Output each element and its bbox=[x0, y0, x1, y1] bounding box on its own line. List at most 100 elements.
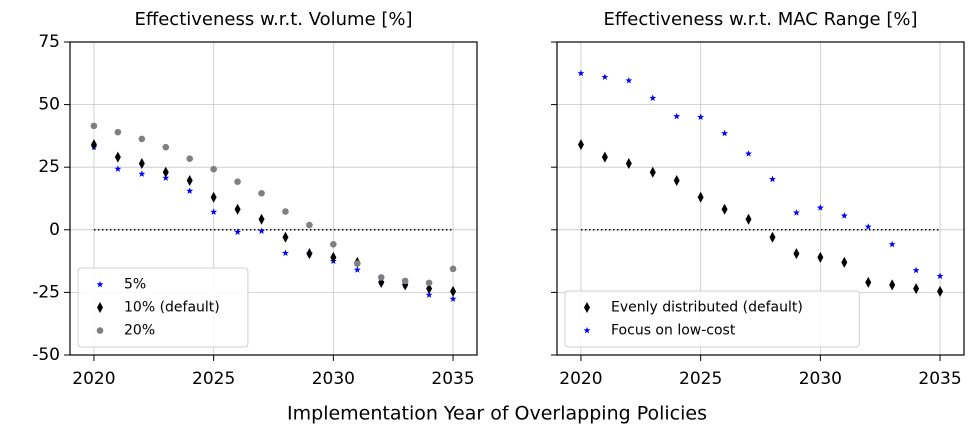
data-point bbox=[306, 221, 313, 229]
data-point bbox=[234, 228, 242, 235]
data-point bbox=[186, 187, 194, 194]
chart-title: Effectiveness w.r.t. Volume [%] bbox=[134, 9, 412, 30]
data-point bbox=[816, 204, 824, 211]
data-point bbox=[234, 203, 241, 215]
data-point bbox=[353, 266, 361, 273]
data-point bbox=[330, 251, 337, 263]
data-point bbox=[625, 76, 633, 84]
legend-label: 5% bbox=[124, 277, 146, 293]
data-point bbox=[186, 174, 193, 186]
x-tick-label: 2025 bbox=[679, 369, 722, 389]
data-point bbox=[649, 166, 656, 178]
data-point bbox=[353, 260, 361, 267]
x-tick-label: 2030 bbox=[799, 369, 842, 389]
legend-box bbox=[77, 267, 249, 348]
x-tick-label: 2020 bbox=[559, 369, 602, 389]
data-point bbox=[114, 165, 122, 172]
data-point bbox=[577, 139, 584, 151]
data-point bbox=[937, 285, 944, 297]
legend: 5% 10% (default) 20% bbox=[77, 267, 249, 348]
data-point bbox=[210, 208, 218, 215]
data-point bbox=[138, 170, 146, 177]
data-point bbox=[601, 151, 608, 163]
y-tick-label: -25 bbox=[32, 282, 60, 302]
legend-label: Evenly distributed (default) bbox=[611, 300, 803, 316]
data-point bbox=[601, 73, 609, 80]
data-point bbox=[769, 231, 776, 243]
legend-label: Focus on low-cost bbox=[611, 323, 736, 339]
data-point bbox=[401, 277, 409, 285]
data-point bbox=[138, 135, 146, 143]
data-point bbox=[282, 208, 289, 215]
y-tick-label: 75 bbox=[38, 32, 60, 52]
data-point bbox=[625, 157, 632, 169]
legend-marker bbox=[97, 302, 103, 313]
data-point bbox=[697, 191, 704, 203]
data-point bbox=[258, 189, 265, 197]
data-point bbox=[449, 265, 457, 273]
data-point bbox=[186, 155, 194, 162]
data-point bbox=[258, 213, 265, 225]
legend-label: 10% (default) bbox=[124, 300, 220, 316]
data-point bbox=[673, 112, 681, 120]
data-point bbox=[721, 203, 728, 215]
data-point bbox=[673, 174, 680, 186]
legend: Evenly distributed (default) Focus on low… bbox=[564, 290, 860, 348]
data-point bbox=[162, 143, 170, 151]
legend-marker bbox=[96, 280, 104, 288]
axes-frame bbox=[69, 41, 478, 356]
axes-frame bbox=[556, 41, 965, 356]
x-tick-label: 2035 bbox=[431, 369, 474, 389]
data-point bbox=[817, 251, 824, 263]
x-tick-label: 2025 bbox=[192, 369, 235, 389]
data-point bbox=[426, 283, 433, 295]
data-point bbox=[913, 283, 920, 295]
data-point bbox=[138, 157, 145, 169]
data-point bbox=[745, 150, 752, 157]
data-point bbox=[114, 128, 122, 136]
data-point bbox=[577, 69, 585, 77]
data-point bbox=[90, 139, 97, 151]
data-point bbox=[745, 213, 752, 225]
data-point bbox=[769, 175, 776, 183]
data-point bbox=[793, 248, 800, 260]
x-tick-label: 2030 bbox=[312, 369, 355, 389]
x-tick-label: 2020 bbox=[72, 369, 115, 389]
data-point bbox=[306, 248, 313, 260]
data-point bbox=[721, 129, 729, 137]
data-point bbox=[841, 256, 848, 268]
data-point bbox=[888, 240, 896, 248]
data-point bbox=[282, 231, 289, 243]
data-point bbox=[425, 279, 433, 287]
legend-marker bbox=[584, 302, 590, 313]
x-axis-label: Implementation Year of Overlapping Polic… bbox=[287, 403, 707, 425]
data-point bbox=[450, 285, 457, 297]
legend-box bbox=[564, 290, 860, 348]
y-tick-label: 0 bbox=[49, 220, 60, 240]
data-point bbox=[697, 113, 705, 121]
data-point bbox=[330, 241, 337, 248]
data-point bbox=[449, 295, 457, 302]
legend-marker bbox=[583, 326, 591, 334]
data-point bbox=[649, 94, 657, 101]
data-point bbox=[114, 151, 121, 163]
data-point bbox=[889, 279, 896, 291]
data-point bbox=[258, 227, 265, 234]
data-point bbox=[840, 212, 848, 219]
data-point bbox=[210, 191, 217, 203]
y-tick-label: 50 bbox=[38, 95, 60, 115]
data-point bbox=[864, 223, 872, 230]
legend-label: 20% bbox=[124, 323, 155, 339]
y-tick-label: -50 bbox=[32, 345, 60, 365]
data-point bbox=[234, 178, 241, 186]
data-point bbox=[282, 249, 289, 256]
chart-title: Effectiveness w.r.t. MAC Range [%] bbox=[604, 9, 918, 30]
data-point bbox=[792, 209, 800, 216]
data-point bbox=[90, 122, 98, 130]
data-point bbox=[377, 274, 385, 281]
x-tick-label: 2035 bbox=[918, 369, 961, 389]
data-point bbox=[162, 166, 169, 178]
legend-marker bbox=[96, 327, 104, 334]
data-point bbox=[425, 291, 433, 298]
